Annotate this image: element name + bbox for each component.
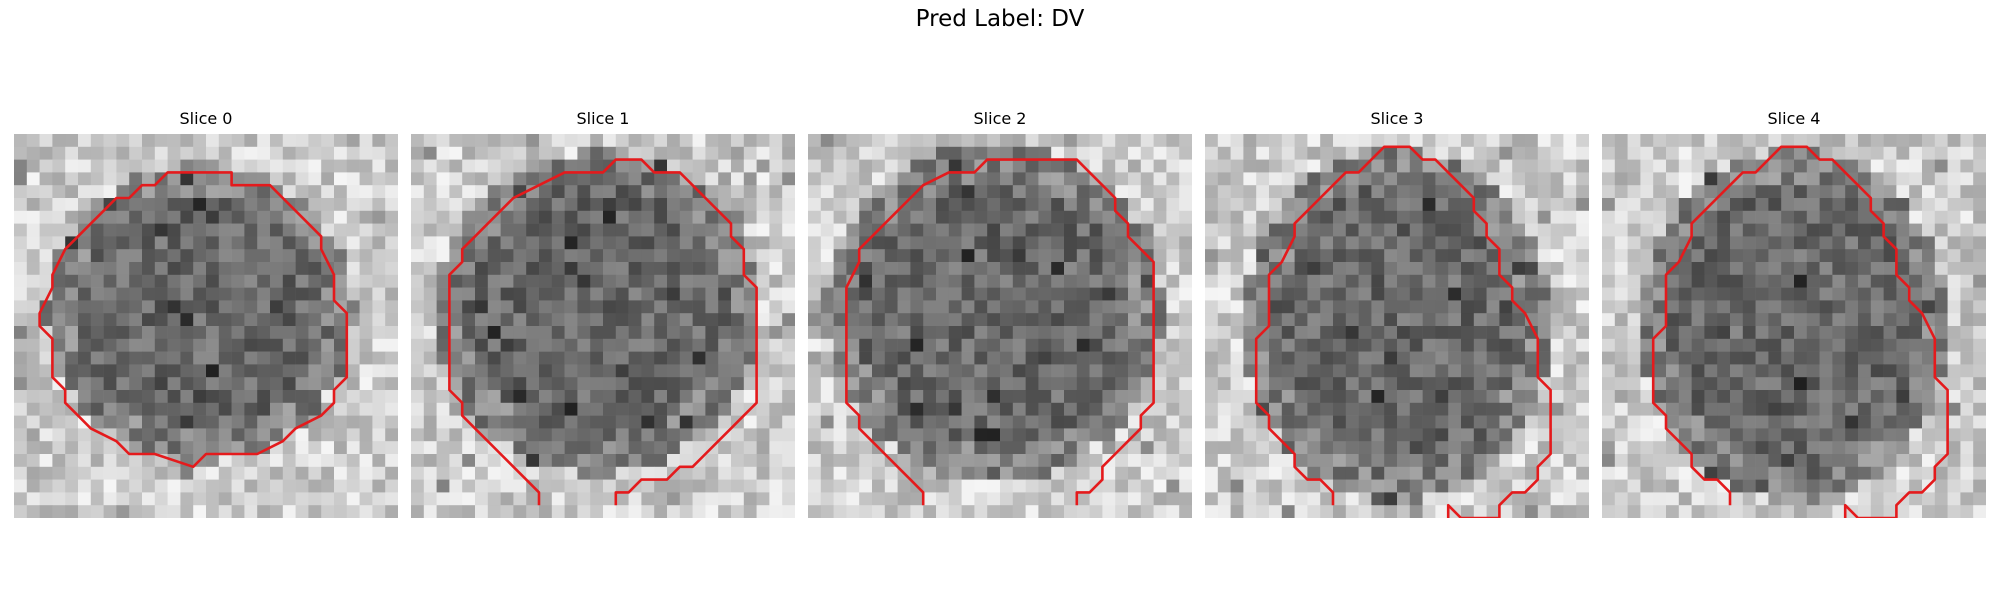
slice-image xyxy=(14,134,398,518)
segmentation-contour xyxy=(1254,145,1552,518)
slice-title: Slice 4 xyxy=(1767,109,1821,128)
segmentation-contour xyxy=(845,158,1155,506)
slice-panel-1: Slice 1 xyxy=(411,108,795,518)
slice-title: Slice 3 xyxy=(1370,109,1424,128)
slice-image xyxy=(411,134,795,518)
slice-image xyxy=(1205,134,1589,518)
voxel-grid xyxy=(1602,134,1986,518)
slice-image xyxy=(1602,134,1986,518)
voxel-grid xyxy=(1205,134,1589,518)
segmentation-contour xyxy=(1651,145,1949,518)
slice-title: Slice 1 xyxy=(576,109,630,128)
slice-panel-4: Slice 4 xyxy=(1602,108,1986,518)
slice-title: Slice 2 xyxy=(973,109,1027,128)
segmentation-contour xyxy=(38,171,349,469)
voxel-grid xyxy=(14,134,398,518)
slice-title: Slice 0 xyxy=(179,109,233,128)
slice-panel-0: Slice 0 xyxy=(14,108,398,518)
figure-title: Pred Label: DV xyxy=(915,6,1085,32)
segmentation-contour xyxy=(448,158,758,506)
slice-panel-2: Slice 2 xyxy=(808,108,1192,518)
slice-image xyxy=(808,134,1192,518)
voxel-grid xyxy=(411,134,795,518)
slice-panel-3: Slice 3 xyxy=(1205,108,1589,518)
voxel-grid xyxy=(808,134,1192,518)
